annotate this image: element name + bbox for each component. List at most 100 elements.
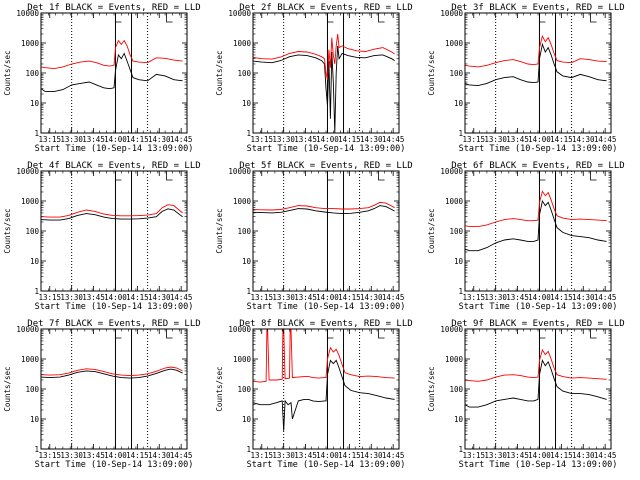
y-tick-label: 10 bbox=[30, 257, 40, 266]
top-tick-marker bbox=[327, 171, 334, 181]
top-tick-marker bbox=[539, 329, 546, 339]
y-tick-label: 1000 bbox=[445, 197, 464, 206]
top-tick-marker bbox=[590, 329, 597, 339]
series-lld-line bbox=[253, 33, 395, 80]
x-tick-label: 14:30 bbox=[572, 293, 595, 302]
y-tick-label: 10000 bbox=[228, 325, 251, 334]
series-lld-line bbox=[41, 39, 183, 70]
x-tick-label: 14:30 bbox=[572, 451, 595, 460]
y-tick-label: 100 bbox=[25, 385, 39, 394]
top-tick-marker bbox=[327, 329, 334, 339]
plot-frame bbox=[252, 328, 400, 450]
x-tick-label: 13:45 bbox=[506, 451, 529, 460]
y-axis-label: Counts/sec bbox=[427, 366, 436, 411]
x-tick-label: 13:15 bbox=[250, 293, 273, 302]
x-tick-label: 13:15 bbox=[462, 135, 485, 144]
x-tick-label: 13:30 bbox=[484, 293, 507, 302]
x-tick-label: 14:30 bbox=[148, 451, 171, 460]
x-tick-label: 14:45 bbox=[170, 451, 193, 460]
y-tick-label: 10000 bbox=[440, 325, 463, 334]
top-tick-marker bbox=[115, 171, 122, 181]
y-tick-label: 10 bbox=[242, 415, 252, 424]
y-axis-label: Counts/sec bbox=[215, 50, 224, 95]
top-tick-marker bbox=[378, 329, 385, 339]
series-events-line bbox=[41, 208, 183, 221]
x-tick-label: 14:15 bbox=[550, 135, 573, 144]
x-tick-label: 13:45 bbox=[82, 451, 105, 460]
x-axis-label: Start Time (10-Sep-14 13:09:00) bbox=[459, 460, 618, 470]
top-tick-marker bbox=[327, 13, 334, 23]
series-lld-line bbox=[253, 329, 395, 383]
y-tick-label: 10 bbox=[242, 99, 252, 108]
y-tick-label: 1 bbox=[34, 287, 39, 296]
panel-det-4: Det 4f BLACK = Events, RED = LLD 1 10 100 10… bbox=[3, 161, 201, 312]
x-tick-label: 13:30 bbox=[272, 293, 295, 302]
top-tick-marker bbox=[115, 13, 122, 23]
y-tick-label: 100 bbox=[449, 69, 463, 78]
x-tick-label: 13:30 bbox=[60, 135, 83, 144]
panel-det-9: Det 9f BLACK = Events, RED = LLD 1 10 100 10… bbox=[427, 319, 625, 470]
x-tick-label: 14:45 bbox=[382, 451, 405, 460]
x-tick-label: 13:15 bbox=[250, 451, 273, 460]
top-tick-marker bbox=[166, 329, 173, 339]
x-tick-label: 13:45 bbox=[294, 135, 317, 144]
top-tick-marker bbox=[378, 13, 385, 23]
x-tick-label: 14:30 bbox=[360, 135, 383, 144]
x-tick-label: 13:45 bbox=[506, 293, 529, 302]
panel-det-1: Det 1f BLACK = Events, RED = LLD 1 10 100 10… bbox=[3, 3, 201, 154]
plot-frame bbox=[40, 12, 188, 134]
x-axis-label: Start Time (10-Sep-14 13:09:00) bbox=[35, 302, 194, 312]
x-axis-label: Start Time (10-Sep-14 13:09:00) bbox=[247, 302, 406, 312]
y-axis-label: Counts/sec bbox=[427, 208, 436, 253]
series-events-line bbox=[465, 199, 607, 252]
x-tick-label: 14:00 bbox=[528, 135, 551, 144]
series-events-line bbox=[465, 359, 607, 408]
y-tick-label: 10 bbox=[454, 99, 464, 108]
y-axis-label: Counts/sec bbox=[427, 50, 436, 95]
plot-frame bbox=[464, 12, 612, 134]
x-tick-label: 13:30 bbox=[272, 451, 295, 460]
x-tick-label: 14:15 bbox=[550, 293, 573, 302]
plot-frame bbox=[40, 328, 188, 450]
series-events-line bbox=[465, 42, 607, 87]
y-axis-label: Counts/sec bbox=[3, 50, 12, 95]
y-tick-label: 100 bbox=[237, 69, 251, 78]
top-tick-marker bbox=[539, 13, 546, 23]
x-tick-label: 13:15 bbox=[250, 135, 273, 144]
y-tick-label: 1000 bbox=[21, 39, 40, 48]
y-tick-label: 10 bbox=[454, 257, 464, 266]
x-tick-label: 13:30 bbox=[60, 293, 83, 302]
panel-det-2: Det 2f BLACK = Events, RED = LLD 1 10 100 10… bbox=[215, 3, 413, 154]
x-tick-label: 14:30 bbox=[148, 135, 171, 144]
x-tick-label: 13:30 bbox=[272, 135, 295, 144]
x-tick-label: 14:45 bbox=[382, 293, 405, 302]
series-lld-line bbox=[41, 366, 183, 377]
x-tick-label: 14:30 bbox=[360, 293, 383, 302]
panel-det-8: Det 8f BLACK = Events, RED = LLD 1 10 100 10… bbox=[215, 319, 413, 470]
x-tick-label: 14:00 bbox=[104, 135, 127, 144]
panel-title: Det 3f BLACK = Events, RED = LLD bbox=[451, 3, 624, 13]
y-tick-label: 1 bbox=[458, 445, 463, 454]
y-tick-label: 10 bbox=[242, 257, 252, 266]
y-tick-label: 10000 bbox=[228, 9, 251, 18]
x-tick-label: 14:15 bbox=[550, 451, 573, 460]
y-tick-label: 1 bbox=[246, 287, 251, 296]
y-tick-label: 1 bbox=[34, 445, 39, 454]
series-lld-line bbox=[465, 34, 607, 68]
plot-frame bbox=[464, 328, 612, 450]
y-tick-label: 10000 bbox=[16, 9, 39, 18]
x-tick-label: 14:45 bbox=[382, 135, 405, 144]
y-tick-label: 1 bbox=[246, 129, 251, 138]
y-tick-label: 1000 bbox=[233, 197, 252, 206]
y-tick-label: 100 bbox=[449, 385, 463, 394]
x-tick-label: 13:15 bbox=[38, 451, 61, 460]
x-tick-label: 14:45 bbox=[594, 135, 617, 144]
y-tick-label: 10000 bbox=[440, 167, 463, 176]
x-axis-label: Start Time (10-Sep-14 13:09:00) bbox=[247, 144, 406, 154]
panel-det-3: Det 3f BLACK = Events, RED = LLD 1 10 100 10… bbox=[427, 3, 625, 154]
panel-det-5: Det 5f BLACK = Events, RED = LLD 1 10 100 10… bbox=[215, 161, 413, 312]
x-tick-label: 14:45 bbox=[170, 293, 193, 302]
x-tick-label: 13:15 bbox=[38, 135, 61, 144]
panel-title: Det 1f BLACK = Events, RED = LLD bbox=[27, 3, 200, 13]
series-events-line bbox=[41, 368, 183, 379]
